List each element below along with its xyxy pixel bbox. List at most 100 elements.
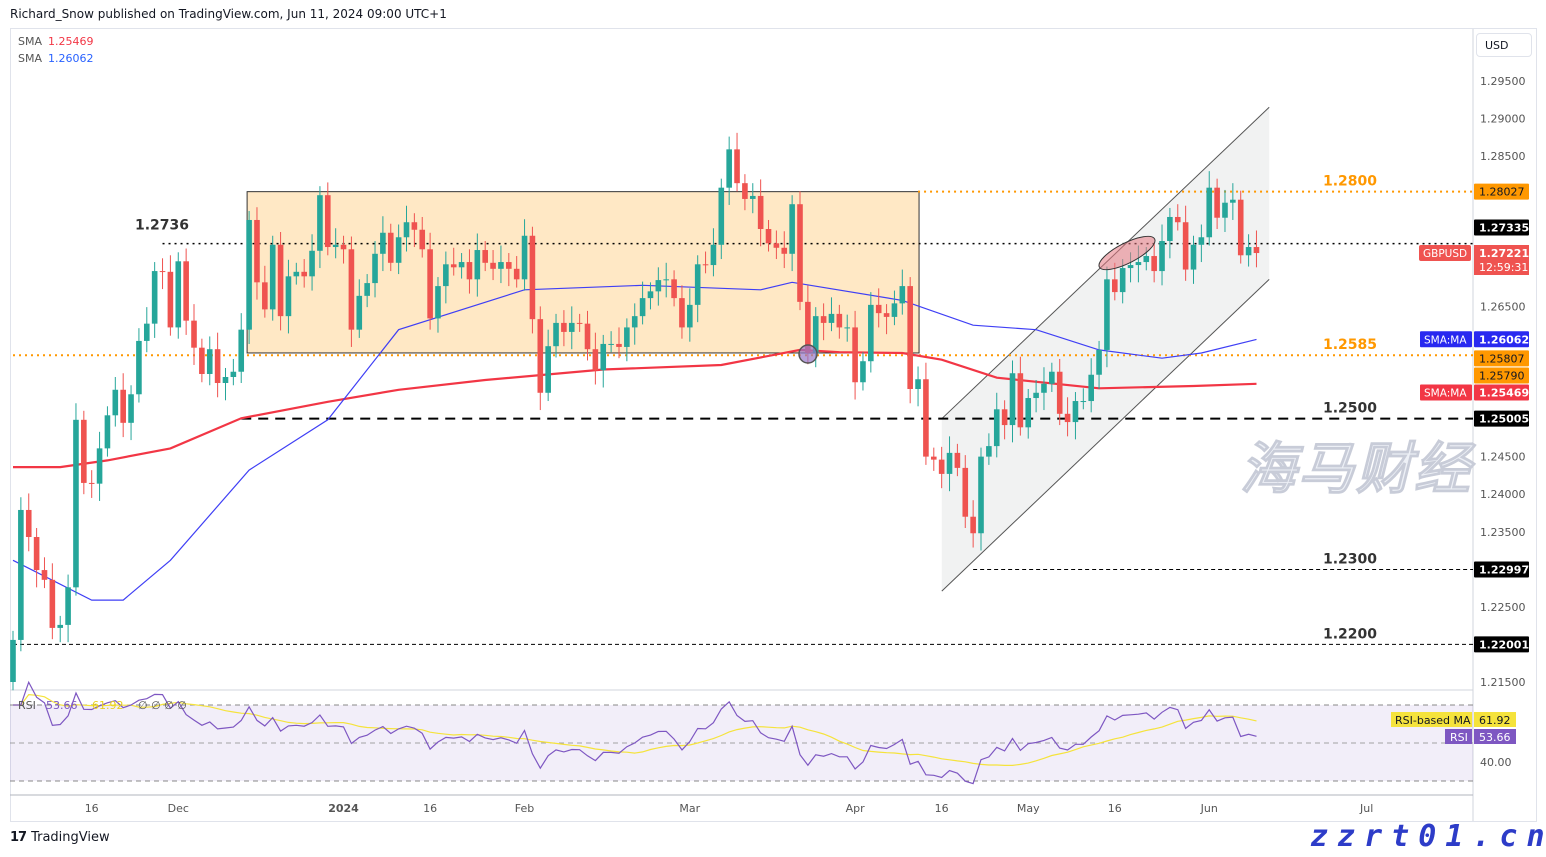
price-tag <box>1474 219 1529 236</box>
y-tick-label: 1.28500 <box>1480 150 1526 163</box>
x-tick-label: 16 <box>423 802 437 815</box>
sma-name-label: SMA:MA <box>1424 387 1467 399</box>
candle <box>387 232 394 263</box>
candle <box>450 264 457 268</box>
sma-name-tag <box>1420 384 1472 401</box>
candle <box>1127 265 1134 269</box>
rsi-name: RSI <box>1450 731 1468 744</box>
rsi-name-tag <box>1445 729 1472 744</box>
candle <box>828 313 835 323</box>
candle <box>238 329 245 372</box>
candle <box>930 456 937 460</box>
candle <box>608 343 614 345</box>
candle <box>348 249 355 330</box>
candle <box>1072 401 1079 423</box>
candle <box>521 235 528 280</box>
y-tick-label: 1.23500 <box>1480 526 1526 539</box>
level-label: 1.2200 <box>1323 626 1377 642</box>
candle <box>1001 409 1008 426</box>
candle <box>466 262 473 280</box>
level-label: 1.2500 <box>1323 401 1377 417</box>
candle <box>773 243 780 248</box>
candle <box>836 313 843 328</box>
brand-name: TradingView <box>31 830 110 845</box>
candle <box>1112 279 1118 293</box>
last-price-value: 1.27221 <box>1479 247 1529 260</box>
candle <box>710 244 717 266</box>
candle <box>73 419 79 588</box>
y-tick-label: 1.29500 <box>1480 75 1526 88</box>
candle <box>498 262 504 269</box>
candle <box>1064 413 1071 423</box>
rsi-ma-name: RSI-based MA <box>1395 714 1471 727</box>
y-tick-label: 1.26500 <box>1480 300 1526 313</box>
candle <box>380 232 386 254</box>
candle <box>1104 279 1110 350</box>
candle <box>624 327 630 347</box>
candle <box>1159 241 1165 272</box>
price-tag-value: 1.22997 <box>1479 564 1529 577</box>
candle <box>875 304 882 314</box>
candle <box>41 570 48 580</box>
candle <box>65 587 71 625</box>
candle <box>230 371 237 377</box>
price-tag-value: 1.25469 <box>1479 386 1529 399</box>
legend-sma-slow[interactable]: SMA 1.25469 <box>18 35 94 48</box>
candle <box>372 253 378 284</box>
currency-selector[interactable]: USD <box>1476 33 1532 57</box>
candle <box>1214 187 1220 218</box>
x-tick-label: 16 <box>935 802 949 815</box>
level-label: 1.2585 <box>1323 337 1377 353</box>
candle <box>1096 349 1102 375</box>
x-tick-label: Feb <box>515 802 534 815</box>
candle <box>175 261 182 328</box>
price-tag <box>1474 561 1529 578</box>
candle <box>120 389 126 423</box>
candle <box>443 264 449 287</box>
candle <box>891 303 898 317</box>
candle <box>57 624 64 628</box>
symbol-tag <box>1419 245 1471 261</box>
rsi-ma-name-tag <box>1391 712 1472 727</box>
candle <box>1190 244 1197 270</box>
x-tick-label: Jun <box>1200 802 1218 815</box>
candle <box>852 327 858 383</box>
y-tick-label: 1.24500 <box>1480 451 1526 464</box>
price-tag-value: 1.25005 <box>1479 413 1529 426</box>
symbol-label: GBPUSD <box>1423 248 1467 260</box>
legend-label: SMA <box>18 52 42 65</box>
y-tick-label: 1.29000 <box>1480 113 1526 126</box>
candle <box>1033 392 1039 399</box>
candle <box>269 244 276 310</box>
candle <box>679 298 685 328</box>
candle <box>962 467 969 517</box>
x-tick-label: 2024 <box>328 802 359 815</box>
candle <box>1135 262 1142 266</box>
candle <box>136 340 142 395</box>
price-tag <box>1474 350 1529 367</box>
candle <box>915 379 921 390</box>
candle <box>1025 398 1032 428</box>
legend-sma-fast[interactable]: SMA 1.26062 <box>18 52 94 65</box>
price-tag-value: 1.25790 <box>1479 369 1525 382</box>
last-price-tag <box>1474 245 1529 275</box>
sma-name-tag <box>1420 331 1472 348</box>
price-tag <box>1474 410 1529 427</box>
candle <box>812 316 819 353</box>
candle <box>844 327 851 329</box>
candle <box>96 448 103 484</box>
tradingview-logo[interactable]: 17 TradingView <box>10 830 110 845</box>
bar-countdown: 12:59:31 <box>1479 261 1528 274</box>
candle <box>301 271 307 277</box>
candle <box>805 301 811 353</box>
candle <box>946 452 953 474</box>
candle <box>938 459 945 474</box>
candle <box>1088 374 1094 402</box>
candle <box>907 286 913 390</box>
rsi-ma-tag-value: 61.92 <box>1479 714 1511 727</box>
price-tag-value: 1.26062 <box>1479 333 1529 346</box>
price-tag <box>1474 384 1529 401</box>
price-tag <box>1474 183 1529 200</box>
candle <box>427 249 433 319</box>
